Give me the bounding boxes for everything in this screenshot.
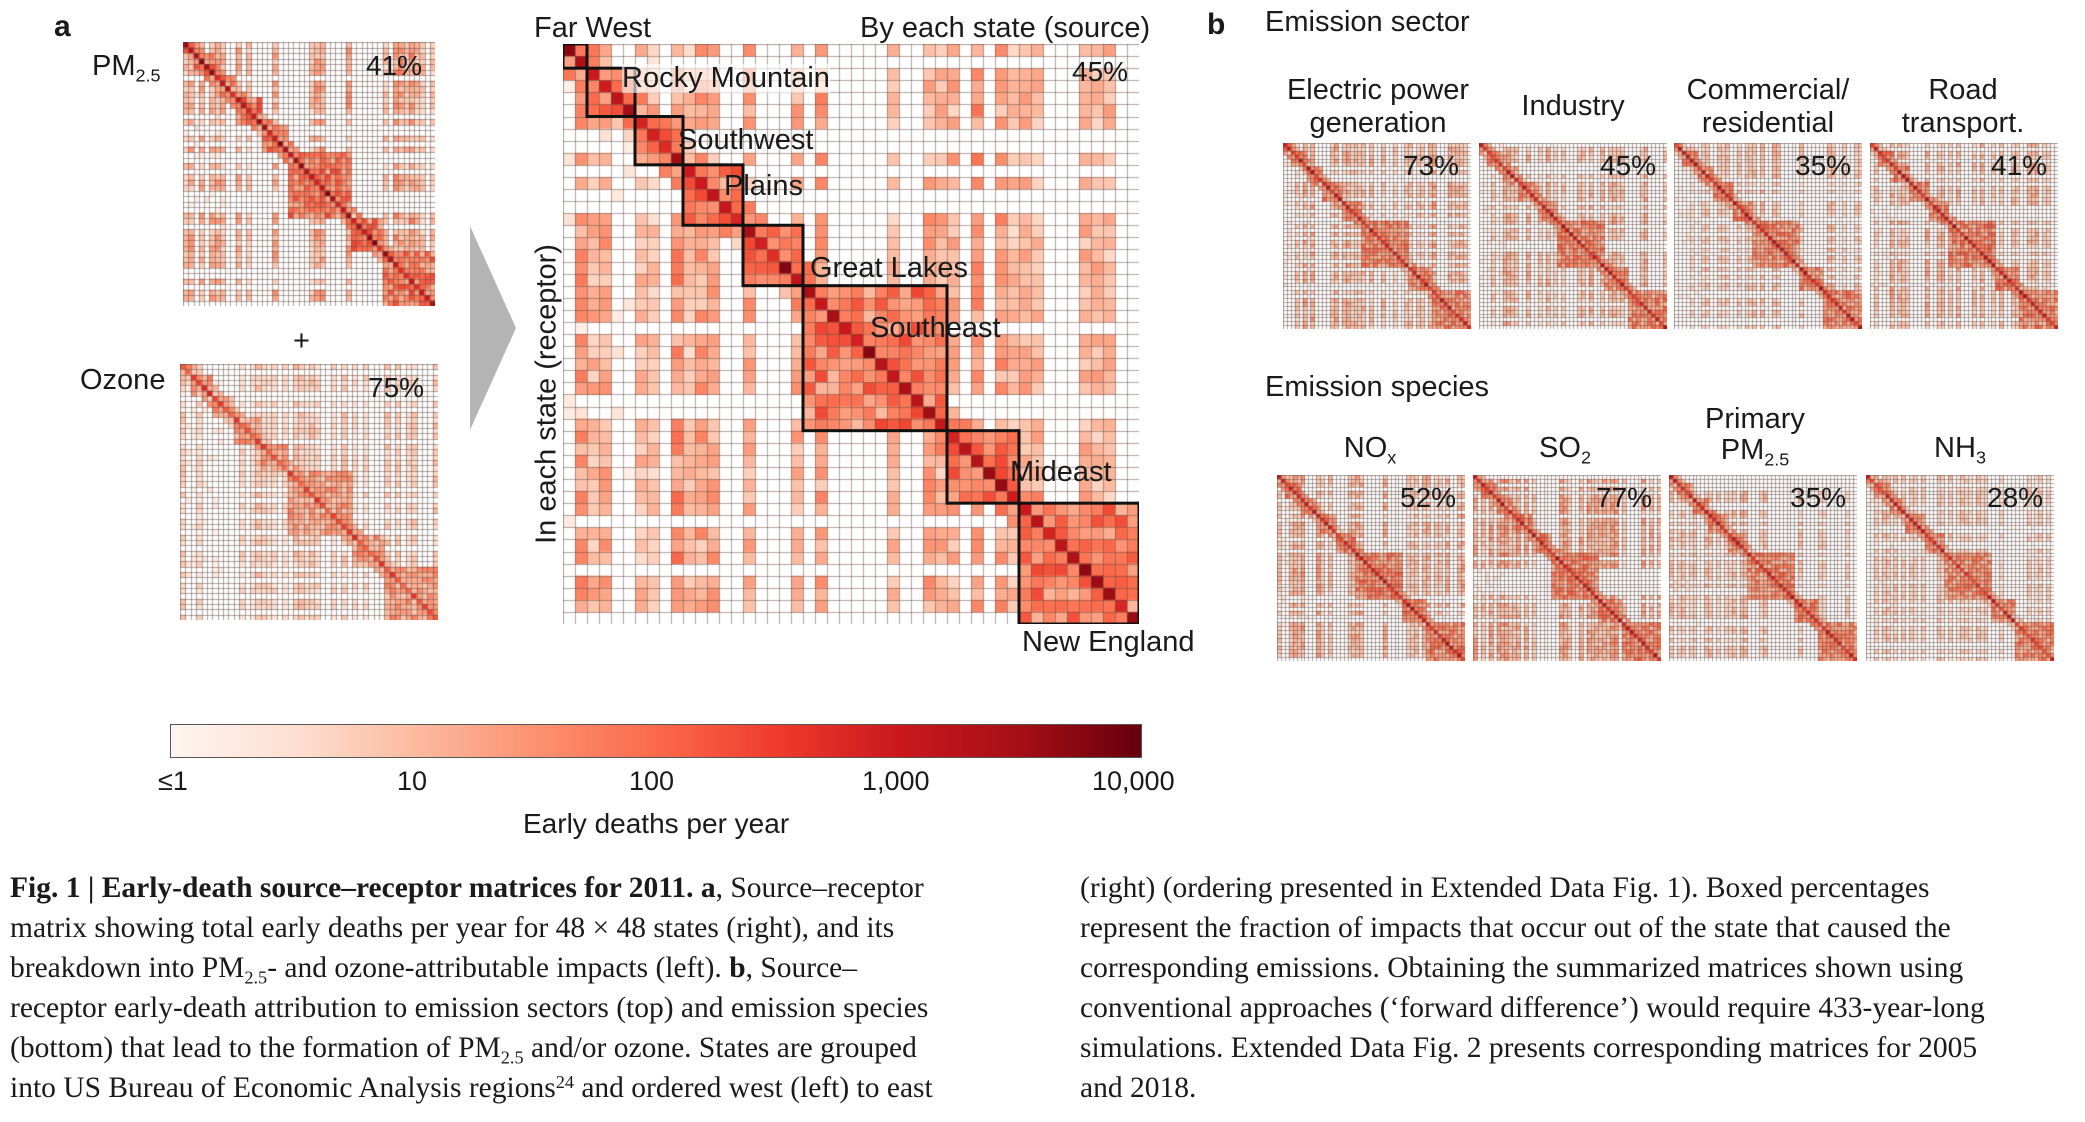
species-label-nh3: NH3 [1934,432,1986,468]
sector-percent-electric-power: 73% [1403,150,1460,181]
receptor-axis-label: In each state (receptor) [530,244,563,544]
region-label-mideast: Mideast [1010,456,1112,488]
emission-species-title: Emission species [1265,371,1490,403]
colorbar-tick: 10,000 [1092,766,1175,796]
colorbar-tick: 1,000 [862,766,930,796]
region-label-southeast: Southeast [870,312,1001,344]
species-percent-so2: 77% [1596,482,1653,513]
total-source-receptor-matrix [563,44,1139,624]
region-box-mideast [945,429,1021,505]
region-box-new-england [1017,501,1139,624]
sector-label-road-transport: Road transport. [1901,74,2025,139]
species-matrix-so2 [1473,475,1661,661]
ozone-label: Ozone [80,364,166,396]
species-percent-nh3: 28% [1987,482,2044,513]
colorbar-tick: 10 [397,766,428,796]
region-box-far-west [563,44,589,70]
species-label-so2: SO2 [1539,432,1591,468]
sector-matrix-commercial [1674,143,1862,329]
region-label-plains: Plains [724,170,803,202]
panel-b-letter: b [1207,8,1226,41]
sector-label-commercial: Commercial/residential [1686,74,1850,139]
pm25-matrix [183,42,435,306]
species-percent-primary-pm25: 35% [1790,482,1847,513]
species-label-primary-pm25: Primary PM2.5 [1705,403,1805,470]
figure-caption-left: Fig. 1 | Early-death source–receptor mat… [10,872,933,1104]
region-box-southeast [801,284,949,433]
sector-label-electric-power: Electric power generation [1286,74,1470,139]
colorbar [170,724,1142,758]
region-box-great-lakes [741,223,805,288]
species-matrix-nox [1277,475,1465,661]
region-label-great-lakes: Great Lakes [810,252,968,284]
sector-matrix-electric-power [1283,143,1471,329]
source-axis-label: By each state (source) [860,12,1151,44]
sector-matrix-road-transport [1870,143,2058,329]
species-matrix-primary-pm25 [1669,475,1857,661]
region-label-southwest: Southwest [678,124,814,156]
panel-a-letter: a [54,10,71,43]
emission-sector-title: Emission sector [1265,6,1470,38]
colorbar-tick: 100 [629,766,675,796]
pm25-percent: 41% [366,50,423,81]
region-box-southwest [633,115,685,167]
total-percent: 45% [1072,56,1129,87]
sector-label-industry: Industry [1521,90,1625,122]
region-label-new-england: New England [1022,626,1195,658]
region-box-plains [681,163,745,227]
species-percent-nox: 52% [1400,482,1457,513]
region-label-rocky-mountain: Rocky Mountain [622,62,830,94]
region-boxes [563,44,1139,624]
sector-percent-commercial: 35% [1795,150,1852,181]
pm25-label: PM2.5 [92,50,161,86]
colorbar-tick: ≤1 [158,766,188,796]
sector-percent-road-transport: 41% [1991,150,2048,181]
figure-caption-right: (right) (ordering presented in Extended … [1080,872,1985,1104]
species-label-nox: NOx [1343,432,1397,468]
ozone-percent: 75% [368,372,425,403]
plus-sign: + [293,325,310,357]
region-label-far-west: Far West [534,12,652,44]
arrow-right-icon [470,226,516,430]
species-matrix-nh3 [1866,475,2054,661]
sector-percent-industry: 45% [1600,150,1657,181]
sector-matrix-industry [1479,143,1667,329]
colorbar-title: Early deaths per year [523,808,790,839]
ozone-matrix [180,364,438,620]
